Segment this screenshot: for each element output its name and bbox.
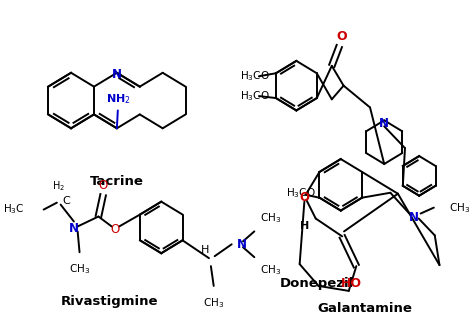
Text: HO: HO [341,278,362,291]
Text: H: H [300,221,309,231]
Text: N: N [409,211,419,224]
Text: Galantamine: Galantamine [317,302,412,315]
Text: Rivastigmine: Rivastigmine [61,295,158,308]
Text: CH$_3$: CH$_3$ [69,262,90,276]
Text: CH$_3$: CH$_3$ [260,212,281,226]
Text: O: O [300,191,310,204]
Text: N: N [112,68,122,81]
Text: H$_3$CO: H$_3$CO [286,186,316,200]
Text: CH$_3$: CH$_3$ [260,263,281,277]
Text: N: N [237,238,247,251]
Text: NH$_2$: NH$_2$ [107,93,131,107]
Text: O: O [337,30,347,43]
Text: H: H [201,245,210,255]
Text: CH$_3$: CH$_3$ [449,201,470,214]
Text: CH$_3$: CH$_3$ [203,296,224,310]
Text: Tacrine: Tacrine [90,175,144,188]
Text: H$_3$CO: H$_3$CO [240,89,270,103]
Text: O: O [99,179,108,192]
Text: H$_3$C: H$_3$C [3,203,25,216]
Text: O: O [111,223,120,236]
Text: H$_3$CO: H$_3$CO [240,69,270,83]
Text: N: N [379,117,389,130]
Text: H$_2$: H$_2$ [52,179,65,193]
Text: Donepezil: Donepezil [280,278,354,291]
Text: C: C [63,196,70,206]
Text: N: N [69,222,79,235]
